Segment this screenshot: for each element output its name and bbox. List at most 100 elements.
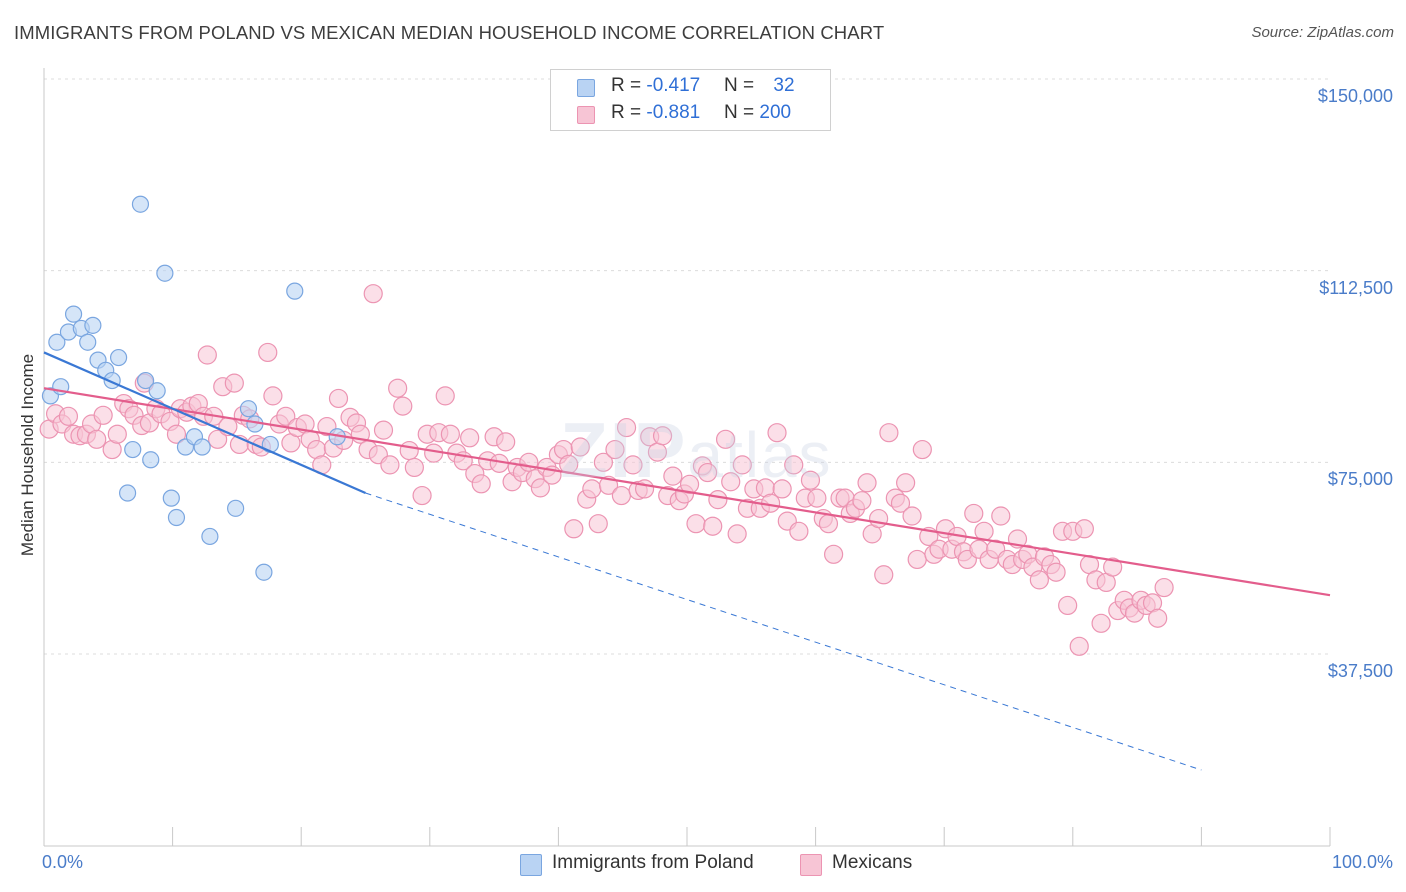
mexicans-point: [440, 424, 460, 444]
mexicans-point: [652, 426, 673, 446]
mexicans-point: [593, 452, 614, 472]
mexicans-r-label: R =: [611, 102, 647, 123]
mexicans-point: [890, 493, 911, 513]
poland-point: [136, 371, 155, 390]
poland-trend-extension: [365, 492, 1202, 771]
mexicans-point: [197, 345, 217, 365]
poland-point: [227, 499, 245, 517]
mexicans-point: [869, 508, 889, 529]
mexicans-point: [263, 386, 283, 406]
poland-legend-label: Immigrants from Poland: [552, 852, 754, 873]
y-tick-label: $150,000: [1317, 86, 1393, 106]
y-tick-label: $37,500: [1327, 661, 1393, 681]
mexicans-point: [616, 417, 637, 438]
mexicans-point: [380, 455, 400, 475]
mexicans-point: [1103, 557, 1123, 577]
mexicans-point: [818, 514, 839, 534]
poland-point: [193, 438, 211, 456]
mexicans-point: [789, 521, 809, 541]
mexicans-point: [519, 452, 539, 472]
legend-row-mexicans: R = -0.881 N = 200: [551, 101, 830, 127]
poland-point: [201, 527, 219, 546]
mexicans-point: [1154, 577, 1174, 598]
mexicans-point: [767, 423, 787, 443]
mexicans-point: [276, 406, 296, 426]
mexicans-point: [388, 378, 408, 398]
mexicans-point: [93, 405, 113, 425]
mexicans-point: [964, 503, 984, 524]
mexicans-point: [58, 406, 79, 426]
mexicans-point: [703, 516, 723, 536]
mexicans-point: [727, 524, 747, 544]
poland-point: [124, 440, 142, 459]
mexicans-point: [460, 428, 480, 448]
mexicans-n-value: 200: [759, 102, 792, 123]
mexicans-point: [686, 514, 706, 534]
poland-point: [131, 195, 150, 213]
legend-row-poland: R = -0.417 N = 32: [551, 74, 830, 100]
mexicans-point: [530, 478, 550, 498]
poland-point: [167, 508, 186, 527]
mexicans-point: [824, 544, 844, 564]
mexicans-point: [874, 565, 894, 585]
mexicans-point: [399, 440, 419, 461]
mexicans-point: [879, 423, 899, 443]
mexicans-point: [679, 474, 700, 494]
poland-swatch: [577, 79, 595, 97]
mexicans-point: [496, 432, 516, 452]
mexicans-point: [1091, 613, 1111, 633]
poland-r-value: -0.417: [646, 75, 701, 96]
mexicans-point: [605, 439, 625, 460]
x-tick-label-min: 0.0%: [42, 852, 84, 872]
mexicans-point: [588, 514, 608, 534]
mexicans-point: [902, 506, 922, 526]
poland-point: [239, 400, 258, 418]
poland-point: [286, 282, 304, 300]
poland-point: [109, 348, 128, 367]
x-tick-label-max: 100.0%: [1331, 852, 1393, 872]
poland-n-label: N =: [724, 75, 760, 96]
mexicans-point: [663, 466, 683, 486]
mexicans-swatch: [577, 106, 595, 124]
mexicans-legend-label: Mexicans: [832, 852, 913, 873]
poland-point: [255, 563, 273, 581]
poland-r-label: R =: [611, 75, 647, 96]
poland-point: [162, 489, 180, 507]
mexicans-point: [363, 284, 383, 304]
mexicans-point: [404, 457, 424, 478]
mexicans-point: [328, 388, 349, 409]
poland-point: [84, 316, 102, 334]
mexicans-point: [772, 479, 792, 499]
poland-point: [79, 333, 97, 351]
mexicans-point: [715, 429, 736, 449]
mexicans-point: [1074, 519, 1094, 539]
chart-title: IMMIGRANTS FROM POLAND VS MEXICAN MEDIAN…: [14, 22, 885, 43]
mexicans-point: [732, 455, 752, 475]
mexicans-point: [907, 549, 927, 570]
y-tick-label: $112,500: [1319, 277, 1393, 298]
mexicans-point: [424, 443, 444, 463]
mexicans-point: [697, 462, 718, 483]
mexicans-point: [258, 342, 278, 363]
mexicans-point: [784, 455, 804, 475]
mexicans-point: [896, 473, 916, 493]
mexicans-point: [1148, 608, 1168, 628]
mexicans-point: [857, 473, 877, 493]
y-axis-label: Median Household Income: [18, 353, 37, 557]
mexicans-point: [991, 506, 1011, 526]
y-tick-label: $75,000: [1327, 469, 1393, 490]
mexicans-r-value: -0.881: [646, 102, 701, 123]
mexicans-legend-swatch: [800, 854, 822, 876]
mexicans-point: [564, 519, 584, 539]
mexicans-point: [1046, 562, 1066, 582]
source-label: Source: ZipAtlas.com: [1251, 24, 1394, 41]
mexicans-point: [373, 420, 394, 440]
poland-point: [64, 305, 83, 323]
mexicans-trend-line: [43, 387, 1331, 597]
mexicans-point: [807, 488, 827, 508]
poland-trend-line: [43, 351, 366, 495]
mexicans-point: [1029, 570, 1049, 590]
mexicans-point: [412, 485, 432, 506]
poland-point: [148, 382, 166, 400]
